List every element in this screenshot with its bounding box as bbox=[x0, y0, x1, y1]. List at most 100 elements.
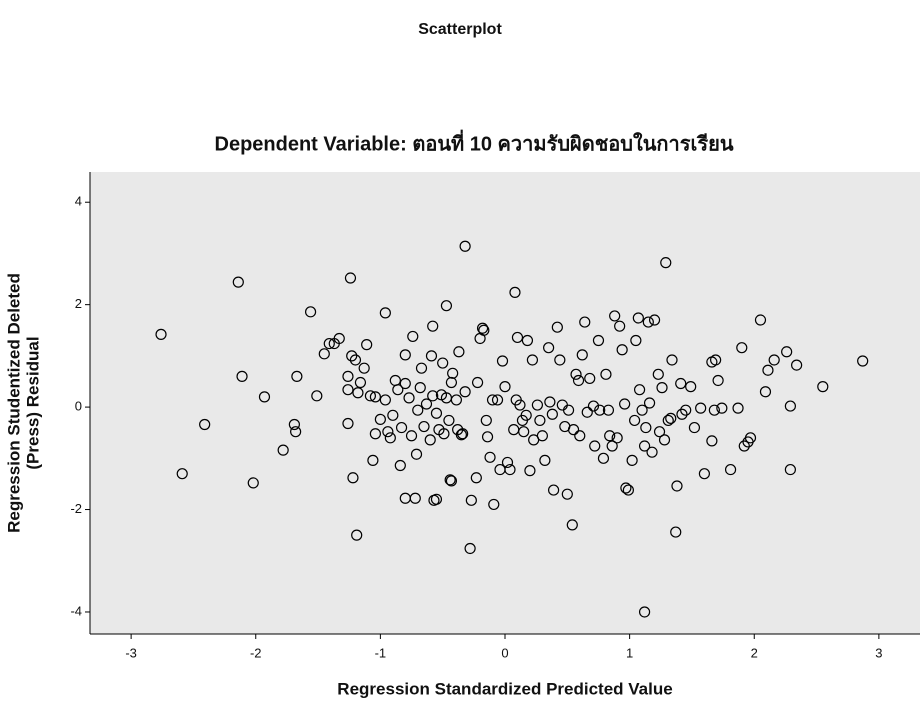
point bbox=[384, 432, 396, 444]
point bbox=[561, 488, 573, 500]
point bbox=[616, 344, 628, 356]
y-axis-label: Regression Studentized Deleted bbox=[4, 273, 23, 533]
y-tick-label: 4 bbox=[75, 194, 82, 209]
point bbox=[464, 542, 476, 555]
point bbox=[351, 529, 363, 541]
point bbox=[554, 354, 566, 366]
point bbox=[531, 399, 544, 411]
point bbox=[604, 430, 616, 442]
point bbox=[414, 382, 426, 394]
x-tick-label: -2 bbox=[250, 645, 262, 660]
point bbox=[597, 452, 610, 464]
point bbox=[311, 390, 323, 402]
point bbox=[199, 418, 211, 431]
y-tick-label: -2 bbox=[70, 501, 82, 516]
point bbox=[520, 409, 532, 421]
point bbox=[395, 421, 408, 434]
point bbox=[706, 435, 718, 447]
point bbox=[543, 342, 555, 354]
point bbox=[478, 324, 490, 336]
point bbox=[425, 350, 438, 362]
point bbox=[524, 465, 536, 477]
point bbox=[544, 396, 556, 408]
point bbox=[665, 412, 677, 424]
x-tick-label: 1 bbox=[626, 645, 633, 660]
point bbox=[342, 384, 354, 396]
point bbox=[589, 440, 601, 452]
point bbox=[622, 484, 634, 496]
point bbox=[236, 370, 248, 382]
point bbox=[318, 348, 330, 360]
point bbox=[459, 386, 471, 398]
point bbox=[471, 376, 484, 389]
point bbox=[738, 440, 750, 452]
point bbox=[570, 368, 582, 380]
point bbox=[562, 404, 575, 416]
point bbox=[579, 316, 591, 328]
point bbox=[445, 376, 458, 389]
point bbox=[232, 276, 244, 288]
point bbox=[656, 382, 668, 394]
point bbox=[688, 421, 701, 434]
point bbox=[710, 354, 722, 366]
y-tick-label: 2 bbox=[75, 296, 82, 311]
point bbox=[648, 314, 661, 326]
point bbox=[420, 398, 433, 410]
point bbox=[611, 432, 623, 444]
x-axis-label: Regression Standardized Predicted Value bbox=[337, 679, 672, 698]
point bbox=[653, 426, 666, 438]
point bbox=[438, 428, 450, 440]
x-tick-label: -3 bbox=[125, 645, 137, 660]
point bbox=[412, 404, 424, 416]
x-tick-label: 3 bbox=[875, 645, 882, 660]
point bbox=[660, 257, 672, 269]
point bbox=[791, 359, 803, 371]
point bbox=[499, 381, 511, 393]
point bbox=[546, 408, 558, 420]
point bbox=[602, 404, 615, 416]
point bbox=[509, 286, 521, 298]
point bbox=[574, 430, 586, 442]
point bbox=[453, 346, 465, 358]
point bbox=[759, 386, 772, 398]
y-tick-label: -4 bbox=[70, 603, 82, 618]
point bbox=[708, 404, 720, 416]
point bbox=[566, 519, 578, 531]
point bbox=[427, 390, 439, 402]
point bbox=[630, 334, 642, 347]
point bbox=[762, 364, 774, 376]
point bbox=[379, 307, 391, 319]
point bbox=[638, 440, 651, 452]
point bbox=[258, 391, 271, 403]
point bbox=[445, 475, 458, 487]
point bbox=[488, 498, 500, 511]
point bbox=[424, 434, 436, 446]
point bbox=[481, 431, 494, 443]
point bbox=[382, 426, 394, 438]
chart-subtitle: Dependent Variable: ตอนที่ 10 ความรับผิด… bbox=[215, 128, 734, 155]
point bbox=[620, 482, 632, 494]
point bbox=[521, 334, 534, 347]
point bbox=[539, 454, 551, 466]
point bbox=[427, 320, 439, 332]
point bbox=[342, 417, 354, 430]
point bbox=[698, 468, 710, 480]
point bbox=[511, 331, 524, 344]
point bbox=[457, 428, 469, 440]
point bbox=[323, 337, 335, 350]
point bbox=[491, 394, 504, 406]
point bbox=[584, 372, 596, 385]
point bbox=[724, 463, 737, 476]
point bbox=[712, 374, 724, 387]
point bbox=[403, 392, 415, 404]
y-axis-label: (Press) Residual bbox=[23, 336, 42, 469]
point bbox=[496, 355, 509, 367]
point bbox=[671, 480, 683, 492]
point bbox=[470, 472, 482, 484]
point bbox=[536, 430, 548, 442]
point bbox=[768, 354, 780, 366]
point bbox=[369, 391, 381, 403]
point bbox=[632, 312, 644, 324]
point bbox=[155, 328, 167, 340]
point bbox=[288, 418, 300, 431]
